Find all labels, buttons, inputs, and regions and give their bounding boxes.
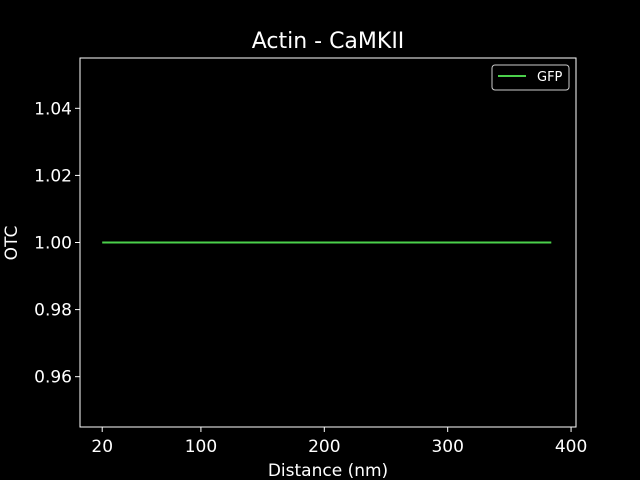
x-tick-label: 20 [91, 437, 113, 457]
x-axis-label: Distance (nm) [268, 461, 388, 480]
chart-title: Actin - CaMKII [252, 29, 405, 54]
x-tick-label: 400 [555, 437, 587, 457]
x-tick-label: 200 [308, 437, 340, 457]
x-axis: 20 100 200 300 400 [91, 427, 587, 457]
y-tick-label: 1.00 [34, 234, 72, 254]
y-axis-label: OTC [2, 226, 22, 261]
x-tick-label: 300 [431, 437, 463, 457]
x-tick-label: 100 [185, 437, 217, 457]
y-tick-label: 1.02 [34, 166, 72, 186]
legend-label-gfp: GFP [537, 70, 563, 85]
legend-box [491, 64, 570, 91]
y-tick-label: 0.98 [34, 301, 72, 321]
legend: GFP [491, 64, 570, 91]
y-tick-label: 1.04 [34, 99, 72, 119]
y-tick-label: 0.96 [34, 368, 72, 388]
y-axis: 0.96 0.98 1.00 1.02 1.04 [34, 99, 80, 388]
